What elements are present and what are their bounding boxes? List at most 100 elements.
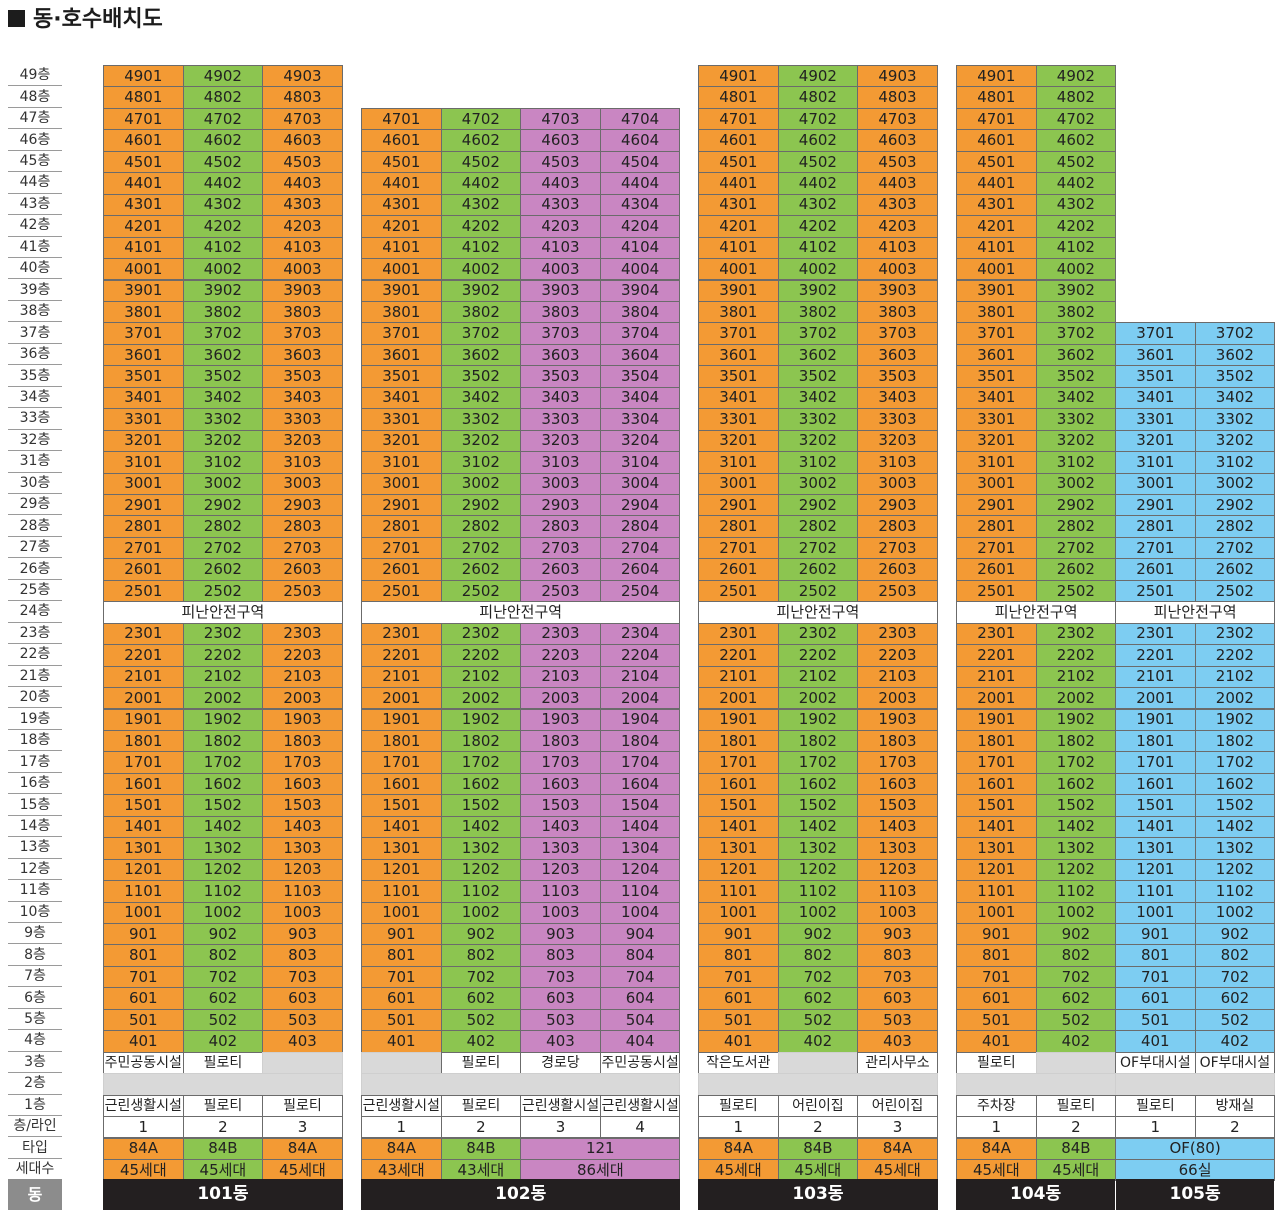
unit-cell[interactable]: 702 xyxy=(182,965,264,989)
unit-cell[interactable]: 3203 xyxy=(857,429,938,453)
unit-cell[interactable]: 701 xyxy=(361,965,442,989)
unit-cell[interactable]: 4501 xyxy=(698,150,779,174)
unit-cell[interactable]: 803 xyxy=(520,944,601,967)
unit-cell[interactable]: 903 xyxy=(520,923,601,946)
unit-cell[interactable]: 2303 xyxy=(520,622,601,646)
unit-cell[interactable]: 604 xyxy=(599,987,681,1010)
unit-cell[interactable]: 3602 xyxy=(777,343,859,367)
unit-cell[interactable]: 1101 xyxy=(698,880,779,903)
unit-cell[interactable]: 3502 xyxy=(777,365,859,388)
unit-cell[interactable]: 2802 xyxy=(182,515,264,538)
unit-cell[interactable]: 1404 xyxy=(599,815,681,839)
unit-cell[interactable]: 2901 xyxy=(361,494,442,517)
unit-cell[interactable]: 3402 xyxy=(1194,386,1276,410)
unit-cell[interactable]: 801 xyxy=(698,944,779,967)
unit-cell[interactable]: 601 xyxy=(1115,987,1196,1010)
unit-cell[interactable]: 3301 xyxy=(698,408,779,431)
unit-cell[interactable]: 2201 xyxy=(698,644,779,667)
unit-cell[interactable]: 4102 xyxy=(182,236,264,260)
unit-cell[interactable]: 1701 xyxy=(103,751,184,774)
building-name[interactable]: 105동 xyxy=(1116,1179,1275,1210)
unit-cell[interactable]: 3303 xyxy=(857,408,938,431)
unit-cell[interactable]: 3302 xyxy=(182,408,264,431)
unit-cell[interactable]: 4801 xyxy=(698,86,779,109)
unit-cell[interactable]: 2804 xyxy=(599,515,681,538)
unit-cell[interactable]: 1504 xyxy=(599,794,681,817)
unit-cell[interactable]: 3402 xyxy=(777,386,859,410)
unit-cell[interactable]: 1202 xyxy=(1194,858,1276,882)
unit-cell[interactable]: 4202 xyxy=(440,215,522,238)
unit-cell[interactable]: 1002 xyxy=(1194,901,1276,924)
unit-cell[interactable]: 4402 xyxy=(182,172,264,195)
unit-cell[interactable]: 2601 xyxy=(956,558,1037,581)
unit-cell[interactable]: 1803 xyxy=(857,729,938,753)
unit-cell[interactable]: 1301 xyxy=(1115,837,1196,860)
unit-cell[interactable]: 2002 xyxy=(182,687,264,710)
unit-cell[interactable]: 2501 xyxy=(698,579,779,603)
unit-cell[interactable]: 2802 xyxy=(440,515,522,538)
unit-cell[interactable]: 3302 xyxy=(1035,408,1117,431)
unit-cell[interactable]: 3402 xyxy=(1035,386,1117,410)
unit-cell[interactable]: 2302 xyxy=(1035,622,1117,646)
unit-cell[interactable]: 4304 xyxy=(599,193,681,217)
unit-cell[interactable]: 403 xyxy=(520,1030,601,1053)
unit-cell[interactable]: 404 xyxy=(599,1030,681,1053)
unit-cell[interactable]: 803 xyxy=(262,944,343,967)
unit-cell[interactable]: 3501 xyxy=(698,365,779,388)
unit-cell[interactable]: 4701 xyxy=(956,107,1037,131)
unit-cell[interactable]: 601 xyxy=(361,987,442,1010)
unit-cell[interactable]: 702 xyxy=(440,965,522,989)
unit-cell[interactable]: 1402 xyxy=(1194,815,1276,839)
unit-cell[interactable]: 3804 xyxy=(599,300,681,324)
unit-cell[interactable]: 2302 xyxy=(440,622,522,646)
unit-cell[interactable]: 1901 xyxy=(1115,708,1196,731)
unit-cell[interactable]: 1402 xyxy=(182,815,264,839)
unit-cell[interactable]: 1203 xyxy=(262,858,343,882)
unit-cell[interactable]: 1802 xyxy=(1035,729,1117,753)
unit-cell[interactable]: 3101 xyxy=(698,451,779,474)
unit-cell[interactable]: 902 xyxy=(440,923,522,946)
unit-cell[interactable]: 4703 xyxy=(520,107,601,131)
unit-cell[interactable]: 1003 xyxy=(857,901,938,924)
unit-cell[interactable]: 3401 xyxy=(698,386,779,410)
unit-cell[interactable]: 601 xyxy=(698,987,779,1010)
unit-cell[interactable]: 2602 xyxy=(1035,558,1117,581)
unit-cell[interactable]: 3202 xyxy=(182,429,264,453)
unit-cell[interactable]: 501 xyxy=(361,1008,442,1032)
unit-cell[interactable]: 402 xyxy=(182,1030,264,1053)
unit-cell[interactable]: 502 xyxy=(440,1008,522,1032)
unit-cell[interactable]: 2603 xyxy=(857,558,938,581)
unit-cell[interactable]: 2001 xyxy=(698,687,779,710)
unit-cell[interactable]: 3501 xyxy=(103,365,184,388)
unit-cell[interactable]: 3202 xyxy=(1035,429,1117,453)
unit-cell[interactable]: 1502 xyxy=(182,794,264,817)
unit-cell[interactable]: 3802 xyxy=(440,300,522,324)
unit-cell[interactable]: 3601 xyxy=(1115,343,1196,367)
unit-cell[interactable]: 4403 xyxy=(857,172,938,195)
unit-cell[interactable]: 3003 xyxy=(262,472,343,495)
unit-cell[interactable]: 703 xyxy=(857,965,938,989)
unit-cell[interactable]: 2902 xyxy=(182,494,264,517)
unit-cell[interactable]: 1502 xyxy=(777,794,859,817)
unit-cell[interactable]: 4004 xyxy=(599,258,681,281)
unit-cell[interactable]: 1901 xyxy=(956,708,1037,731)
unit-cell[interactable]: 3702 xyxy=(1035,322,1117,345)
unit-cell[interactable]: 1902 xyxy=(1035,708,1117,731)
unit-cell[interactable]: 1501 xyxy=(1115,794,1196,817)
unit-cell[interactable]: 1201 xyxy=(361,858,442,882)
unit-cell[interactable]: 1903 xyxy=(857,708,938,731)
unit-cell[interactable]: 2202 xyxy=(777,644,859,667)
unit-cell[interactable]: 1703 xyxy=(520,751,601,774)
unit-cell[interactable]: 1203 xyxy=(520,858,601,882)
unit-cell[interactable]: 1001 xyxy=(1115,901,1196,924)
unit-cell[interactable]: 802 xyxy=(1035,944,1117,967)
unit-cell[interactable]: 3903 xyxy=(262,279,343,302)
unit-cell[interactable]: 3902 xyxy=(182,279,264,302)
unit-cell[interactable]: 3501 xyxy=(1115,365,1196,388)
unit-cell[interactable]: 1602 xyxy=(1035,772,1117,796)
unit-cell[interactable]: 1702 xyxy=(777,751,859,774)
unit-cell[interactable]: 2801 xyxy=(361,515,442,538)
unit-cell[interactable]: 3201 xyxy=(361,429,442,453)
unit-cell[interactable]: 3002 xyxy=(182,472,264,495)
unit-cell[interactable]: 802 xyxy=(1194,944,1276,967)
